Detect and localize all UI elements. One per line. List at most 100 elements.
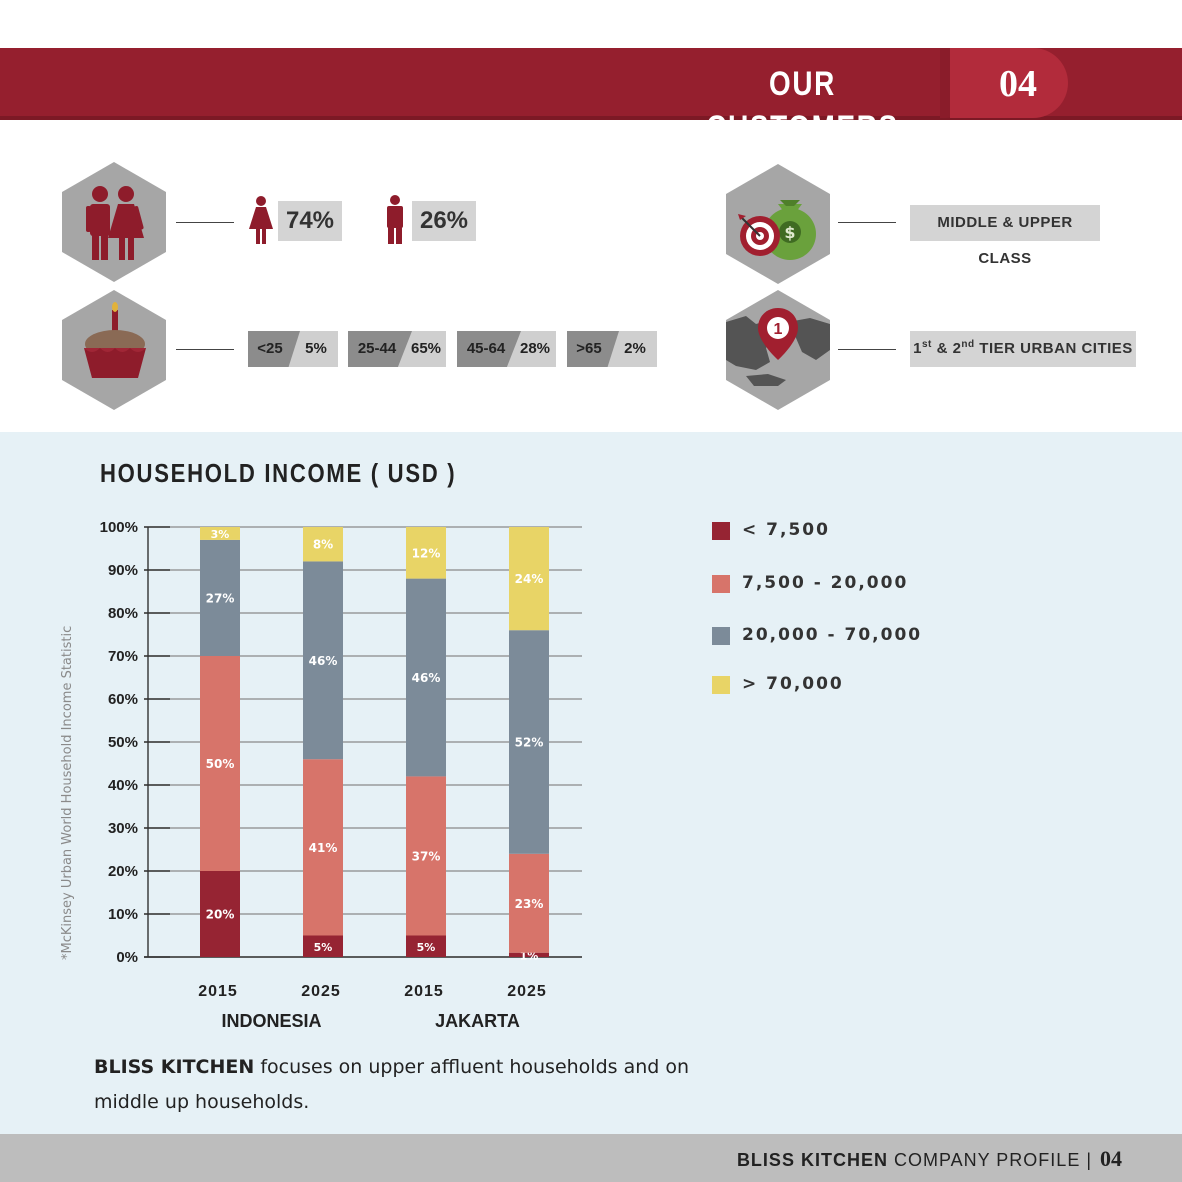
age-percentage: 5% [305,340,327,357]
gender-connector [176,222,234,223]
bar-segment [200,539,240,656]
class-label: MIDDLE & UPPER CLASS [910,205,1100,267]
y-tick-label: 70% [108,648,138,665]
header-underline [0,116,1182,120]
footer-label: BLISS KITCHEN COMPANY PROFILE | [737,1146,1092,1174]
cities-ampersand: & [931,340,953,357]
chart-title: HOUSEHOLD INCOME ( USD ) [100,458,457,488]
cities-tier-2: 2 [952,340,962,357]
legend-label: < 7,500 [742,520,830,540]
female-icon [249,196,273,244]
age-group-45-64: 45-64 28% [457,331,556,367]
bar-segment [303,561,343,760]
summary-brand: BLISS KITCHEN [94,1056,255,1078]
class-connector [838,222,896,223]
cities-tier-1-suffix: st [922,339,932,350]
y-tick-label: 90% [108,562,138,579]
y-tick-label: 40% [108,777,138,794]
bar-segment [406,776,446,936]
y-tick-label: 60% [108,691,138,708]
bar-segment [406,935,446,957]
female-percentage: 74% [278,201,342,241]
y-tick-label: 10% [108,906,138,923]
bar-data-label: 23% [515,897,544,911]
target-money-bag-icon: $ [738,200,816,260]
pin-number: 1 [774,321,783,338]
age-percentage: 65% [410,340,442,357]
bar-segment [200,871,240,957]
page-number: 04 [999,63,1037,105]
group-label: JAKARTA [435,1011,520,1031]
bar-data-label: 8% [313,538,333,552]
legend-swatch [712,522,730,540]
age-range: 25-44 [357,340,397,357]
male-icon [387,195,403,244]
bar-data-label: 46% [412,671,441,685]
legend-label: 20,000 - 70,000 [742,625,923,645]
footer-brand: BLISS KITCHEN [736,1150,888,1170]
cities-label: 1st & 2nd TIER URBAN CITIES [910,331,1136,367]
bar-data-label: 24% [515,572,544,586]
bar-segment [509,527,549,631]
map-pin-icon: 1 [726,308,830,386]
bar-segment [406,578,446,777]
footer-band [0,1134,1182,1182]
couple-icon [86,186,144,260]
bar-segment [303,527,343,562]
age-percentage: 2% [624,340,646,357]
cities-connector [838,349,896,350]
legend-swatch [712,676,730,694]
y-tick-label: 50% [108,734,138,751]
bar-data-label: 37% [412,849,441,863]
cities-label-rest: TIER URBAN CITIES [974,340,1133,357]
age-group-under-25: <25 5% [248,331,338,367]
bar-segment [509,630,549,854]
x-tick-label: 2025 [301,983,341,1000]
y-tick-label: 0% [116,949,138,966]
household-income-chart: 0% 10% 20% 30% 40% 50% 60% 70% 80% 90% 100% 20% 50% 2… [100,519,582,1031]
y-tick-label: 20% [108,863,138,880]
bar-segment [200,527,240,540]
x-tick-label: 2015 [198,983,238,1000]
footer-page-number: 04 [1100,1146,1122,1171]
bar-data-label: 5% [314,941,333,954]
bar-segment [200,656,240,871]
bar-data-label: 41% [309,841,338,855]
legend-label: > 70,000 [742,674,844,694]
bar-segment [303,935,343,957]
bar-data-label: 50% [206,757,235,771]
svg-text:$: $ [784,223,795,242]
bar-data-label: 12% [412,546,441,560]
age-group-over-65: >65 2% [567,331,657,367]
age-range: >65 [576,340,602,357]
page-title: OUR CUSTOMERS [706,65,899,147]
birthday-cupcake-icon [84,302,146,378]
bar-segment [406,527,446,579]
age-connector [176,349,234,350]
bar-segment [509,853,549,953]
bar-data-label: 46% [309,654,338,668]
cities-tier-1: 1 [913,340,922,357]
bar-data-label: 20% [206,908,235,922]
age-range: 45-64 [466,340,506,357]
age-percentage: 28% [519,340,551,357]
income-chart-panel [0,432,1182,1134]
bar-segment [509,952,549,957]
bar-segment [303,759,343,936]
source-note: *McKinsey Urban World Household Income S… [60,625,75,960]
age-range: <25 [257,340,283,357]
cities-tier-2-suffix: nd [961,339,975,350]
footer-caption: COMPANY PROFILE | [887,1150,1092,1170]
y-tick-label: 30% [108,820,138,837]
age-group-25-44: 25-44 65% [348,331,446,367]
bar-data-label: 5% [417,941,436,954]
bar-data-label: 52% [515,736,544,750]
couple-hexagon [62,162,166,282]
wealth-hexagon: $ [726,164,830,284]
y-tick-label: 100% [100,519,138,536]
y-tick-label: 80% [108,605,138,622]
bar-data-label: 27% [206,591,235,605]
x-tick-label: 2015 [404,983,444,1000]
map-hexagon: 1 [726,290,830,410]
cupcake-hexagon [62,290,166,410]
